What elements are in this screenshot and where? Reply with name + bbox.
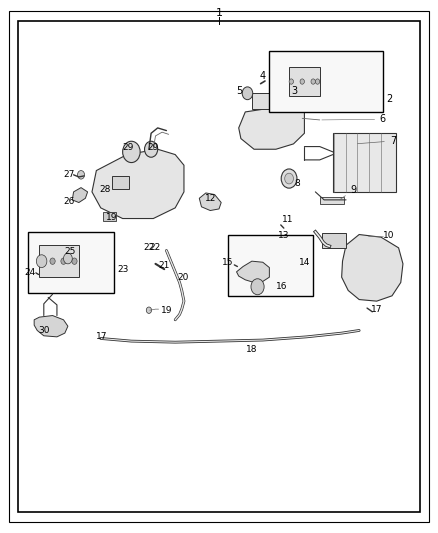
Bar [320,197,344,204]
Bar [228,235,313,296]
Text: 16: 16 [276,282,287,291]
Circle shape [289,79,293,84]
Circle shape [36,255,47,268]
Polygon shape [92,149,184,219]
Circle shape [251,279,264,295]
Text: 19: 19 [161,306,173,314]
Text: 3: 3 [291,86,297,95]
Polygon shape [237,261,269,282]
Circle shape [146,307,152,313]
Polygon shape [34,316,68,337]
Text: 22: 22 [149,244,160,252]
Polygon shape [239,107,304,149]
Text: 24: 24 [25,269,36,277]
Text: 12: 12 [205,193,217,203]
Circle shape [145,141,158,157]
Bar [269,51,383,112]
Circle shape [285,173,293,184]
Text: 1: 1 [215,9,223,18]
Circle shape [242,87,253,100]
Circle shape [78,171,85,179]
Text: 17: 17 [371,305,383,313]
Circle shape [61,258,66,264]
Polygon shape [342,235,403,301]
Circle shape [123,141,140,163]
Text: 13: 13 [278,231,290,240]
Text: 29: 29 [148,143,159,152]
Text: 26: 26 [64,197,75,206]
Bar [112,176,129,189]
Text: 19: 19 [106,213,117,222]
Text: 5: 5 [236,86,242,95]
Text: 22: 22 [143,244,155,252]
Text: 11: 11 [282,215,293,224]
Text: 2: 2 [387,94,393,103]
Text: 6: 6 [379,115,385,124]
Text: 21: 21 [159,261,170,270]
Polygon shape [199,193,221,211]
Text: 9: 9 [339,185,357,200]
Text: 8: 8 [295,179,300,188]
Text: 4: 4 [260,71,266,81]
Text: 30: 30 [38,326,49,335]
Circle shape [50,258,55,264]
Circle shape [39,258,44,264]
Text: 14: 14 [299,258,310,266]
Bar [103,212,116,221]
Bar [322,233,346,248]
Circle shape [281,169,297,188]
Circle shape [64,253,72,264]
Bar [39,245,79,277]
Text: 15: 15 [222,259,233,267]
Text: 23: 23 [117,265,129,273]
Text: 27: 27 [64,171,75,179]
Bar [28,232,114,293]
Text: 20: 20 [177,273,189,281]
Text: 28: 28 [99,185,110,193]
Bar [252,93,293,109]
Circle shape [315,79,320,84]
Bar [333,133,396,192]
Text: 10: 10 [383,231,395,240]
Bar [289,67,320,96]
Circle shape [72,258,77,264]
Text: 25: 25 [64,247,76,256]
Polygon shape [72,188,88,203]
Text: 18: 18 [246,345,258,354]
Text: 17: 17 [96,333,107,341]
Circle shape [311,79,315,84]
Text: 29: 29 [122,143,134,152]
Circle shape [300,79,304,84]
Text: 7: 7 [357,136,396,146]
